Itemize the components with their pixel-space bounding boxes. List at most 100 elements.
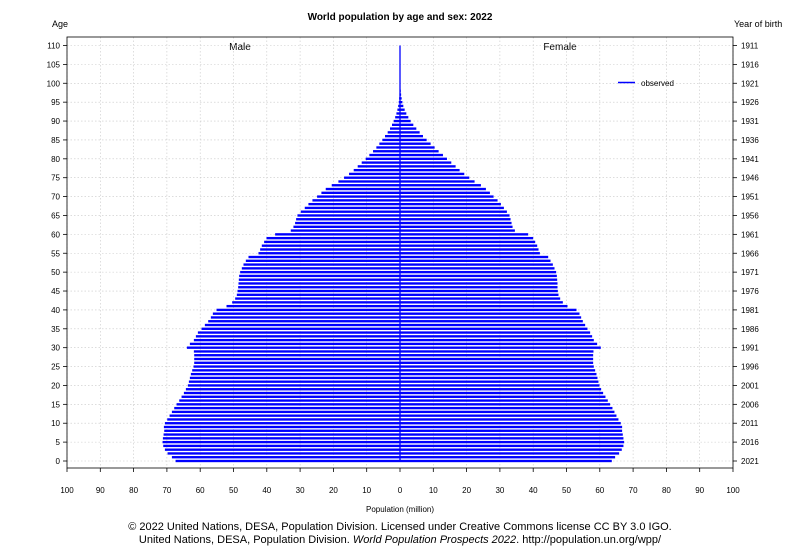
male-bar-age-9	[163, 425, 400, 429]
birth-year-tick-label: 2001	[741, 381, 759, 390]
x-tick-label: 100	[60, 486, 74, 495]
age-tick-label: 60	[51, 230, 60, 239]
male-bar-age-38	[210, 316, 400, 319]
age-tick-label: 50	[51, 268, 60, 277]
male-bar-age-48	[238, 278, 400, 281]
x-tick-label: 40	[529, 486, 538, 495]
female-bar-age-79	[400, 161, 452, 164]
female-bar-age-45	[400, 289, 558, 293]
male-bar-age-22	[189, 376, 400, 380]
male-bar-age-72	[325, 187, 400, 191]
age-tick-label: 105	[47, 60, 61, 69]
x-tick-label: 50	[229, 486, 238, 495]
footer-citation-prefix: United Nations, DESA, Population Divisio…	[138, 534, 353, 546]
female-bar-age-1	[400, 456, 616, 459]
age-tick-label: 0	[56, 457, 61, 466]
female-bar-age-43	[400, 297, 561, 300]
male-bar-age-94	[398, 104, 400, 108]
female-bar-age-54	[400, 255, 549, 259]
population-pyramid-chart: World population by age and sex: 2022 Ag…	[47, 12, 783, 514]
male-bar-age-15	[176, 403, 400, 406]
female-bar-age-44	[400, 293, 559, 296]
female-bar-age-60	[400, 233, 529, 236]
female-bar-age-28	[400, 354, 594, 357]
male-bar-age-47	[238, 282, 400, 285]
age-tick-label: 110	[47, 42, 60, 51]
birth-year-tick-label: 1971	[741, 268, 759, 277]
birth-year-tick-label: 1976	[741, 287, 759, 296]
female-bar-age-13	[400, 410, 615, 414]
female-bar-age-40	[400, 308, 577, 312]
male-bar-age-62	[293, 225, 400, 228]
male-bar-age-19	[185, 388, 400, 391]
legend: observed	[618, 79, 674, 88]
female-bar-age-66	[400, 210, 507, 213]
birth-year-tick-label: 1911	[741, 42, 759, 51]
age-tick-label: 100	[47, 79, 61, 88]
female-bar-age-72	[400, 187, 486, 191]
female-bar-age-22	[400, 376, 598, 380]
male-bar-age-31	[189, 342, 400, 346]
male-bar-age-59	[266, 236, 400, 240]
female-bar-age-73	[400, 184, 481, 187]
right-axis-title: Year of birth	[734, 19, 782, 29]
female-bar-age-83	[400, 146, 435, 149]
male-bar-age-92	[396, 112, 400, 115]
male-bar-age-30	[186, 346, 400, 349]
male-bar-age-8	[164, 429, 400, 432]
male-bar-age-2	[167, 452, 400, 455]
x-tick-label: 60	[595, 486, 604, 495]
male-bar-age-41	[226, 304, 400, 308]
female-bar-age-7	[400, 433, 623, 436]
male-bar-age-76	[349, 172, 400, 176]
male-bar-age-61	[290, 229, 400, 232]
female-bar-age-8	[400, 429, 623, 432]
female-bar-age-88	[400, 127, 417, 130]
male-bar-age-24	[192, 369, 400, 372]
male-bar-age-53	[245, 259, 400, 262]
female-bar-age-27	[400, 357, 594, 361]
birth-year-tick-label: 1916	[741, 60, 759, 69]
male-bar-age-26	[194, 361, 400, 364]
female-bar-age-35	[400, 327, 588, 330]
age-tick-label: 15	[51, 400, 60, 409]
male-bar-age-3	[164, 448, 400, 451]
female-bar-age-31	[400, 342, 598, 346]
male-bar-age-89	[392, 123, 400, 127]
female-bar-age-77	[400, 168, 460, 172]
female-bar-age-19	[400, 388, 602, 391]
female-bar-age-67	[400, 206, 504, 210]
male-bar-age-18	[183, 391, 400, 395]
age-tick-label: 30	[51, 344, 60, 353]
female-bar-age-81	[400, 153, 443, 157]
legend-label: observed	[641, 79, 674, 88]
female-bar-age-68	[400, 202, 501, 206]
male-bar-age-7	[163, 433, 400, 436]
male-bar-age-0	[175, 459, 400, 463]
female-bar-age-15	[400, 403, 611, 406]
male-bar-age-80	[365, 157, 400, 160]
male-bar-age-34	[197, 331, 400, 334]
male-bar-age-69	[312, 199, 400, 202]
footer-citation-url: . http://population.un.org/wpp/	[516, 534, 662, 546]
chart-title: World population by age and sex: 2022	[308, 12, 493, 23]
female-bar-age-21	[400, 380, 599, 383]
female-bar-age-6	[400, 437, 624, 440]
female-bar-age-53	[400, 259, 551, 262]
female-bar-age-58	[400, 240, 536, 244]
female-bar-age-64	[400, 218, 511, 221]
female-bar-age-93	[400, 108, 405, 111]
female-bar-age-24	[400, 369, 596, 372]
x-tick-label: 10	[429, 486, 438, 495]
male-bar-age-33	[195, 335, 400, 338]
male-bar-age-32	[193, 338, 400, 342]
female-bar-age-38	[400, 316, 582, 319]
x-tick-label: 30	[296, 486, 305, 495]
female-bar-age-61	[400, 229, 515, 232]
x-tick-label: 80	[662, 486, 671, 495]
male-bar-age-51	[241, 267, 400, 270]
female-bar-age-90	[400, 119, 411, 123]
female-bar-age-49	[400, 274, 557, 278]
female-bar-age-36	[400, 323, 586, 327]
female-bar-age-37	[400, 320, 583, 323]
